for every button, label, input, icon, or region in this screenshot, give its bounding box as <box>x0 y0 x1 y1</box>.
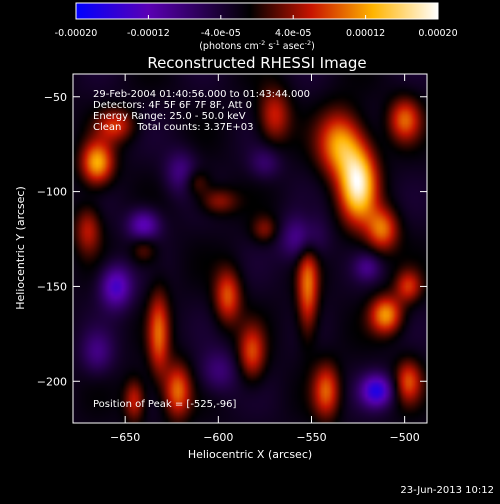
info-annotations: 29-Feb-2004 01:40:56.000 to 01:43:44.000… <box>93 89 310 133</box>
y-axis-label: Heliocentric Y (arcsec) <box>14 186 27 310</box>
plot-frame <box>72 73 428 424</box>
x-tick-label: −550 <box>296 431 326 444</box>
colorbar <box>75 2 439 20</box>
colorbar-tick-label: -4.0e-05 <box>201 28 241 39</box>
x-tick-label: −500 <box>390 431 420 444</box>
colorbar-tick-label: 0.00020 <box>418 28 457 39</box>
x-axis: −650 −600 −550 −500 <box>110 74 420 444</box>
colorbar-tick-label: -0.00020 <box>55 28 98 39</box>
footer-date: 23-Jun-2013 10:12 <box>400 485 494 496</box>
colorbar-tick-label: -0.00012 <box>127 28 170 39</box>
annotation-energy-range: Energy Range: 25.0 - 50.0 keV <box>93 111 246 122</box>
annotation-clean-counts: Clean Total counts: 3.37E+03 <box>93 122 253 133</box>
annotation-detectors: Detectors: 4F 5F 6F 7F 8F, Att 0 <box>93 100 252 111</box>
chart-title: Reconstructed RHESSI Image <box>147 54 366 72</box>
colorbar-tick-label: 0.00012 <box>346 28 385 39</box>
colorbar-unit-label: (photons cm-2 s-1 asec-2) <box>199 39 315 52</box>
colorbar-ticks: -0.00020 -0.00012 -4.0e-05 4.0e-05 0.00012 0.… <box>55 15 458 39</box>
x-axis-label: Heliocentric X (arcsec) <box>188 448 312 461</box>
annotation-time-range: 29-Feb-2004 01:40:56.000 to 01:43:44.000 <box>93 89 310 100</box>
peak-position-label: Position of Peak = [-525,-96] <box>93 399 237 410</box>
y-tick-label: −100 <box>37 186 67 199</box>
heatmap-image <box>73 74 427 423</box>
y-tick-label: −200 <box>37 375 67 388</box>
x-tick-label: −650 <box>110 431 140 444</box>
x-tick-label: −600 <box>203 431 233 444</box>
y-tick-label: −50 <box>44 91 67 104</box>
y-tick-label: −150 <box>37 280 67 293</box>
y-axis: −50 −100 −150 −200 <box>37 91 427 388</box>
colorbar-tick-label: 4.0e-05 <box>275 28 311 39</box>
